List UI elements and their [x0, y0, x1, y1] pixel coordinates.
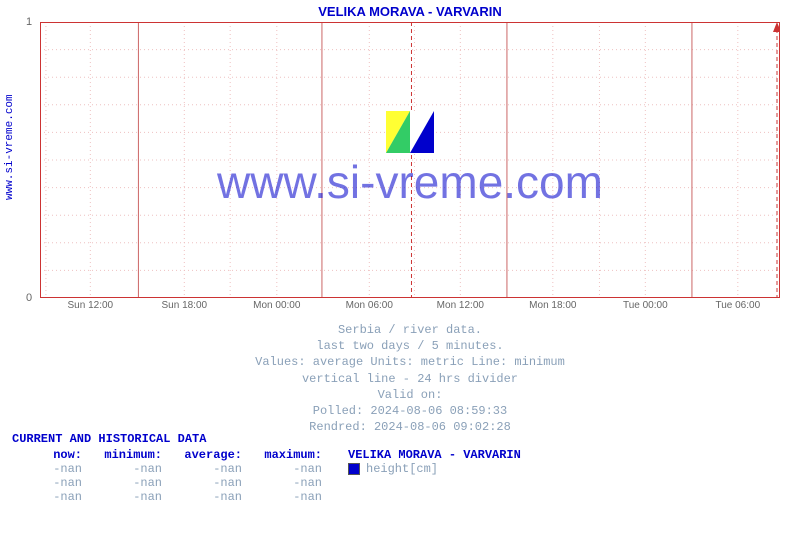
data-columns-row: now: minimum: average: maximum: VELIKA M… — [12, 448, 792, 462]
table-row: -nan-nan-nan-nan — [12, 476, 792, 490]
col-head: average: — [172, 448, 252, 462]
x-tick-label: Mon 06:00 — [346, 300, 393, 311]
caption-line: Serbia / river data. — [40, 322, 780, 338]
y-tick-0: 0 — [26, 292, 32, 542]
series-name: VELIKA MORAVA - VARVARIN — [348, 448, 529, 462]
table-cell: -nan — [12, 490, 92, 504]
chart-caption: Serbia / river data. last two days / 5 m… — [40, 322, 780, 435]
col-head: maximum: — [252, 448, 332, 462]
x-tick-label: Mon 00:00 — [253, 300, 300, 311]
col-head: minimum: — [92, 448, 172, 462]
table-row: -nan-nan-nan-nan — [12, 490, 792, 504]
table-cell: -nan — [252, 462, 332, 476]
table-cell: -nan — [12, 476, 92, 490]
x-axis-labels: Sun 12:00 Sun 18:00 Mon 00:00 Mon 06:00 Mon … — [40, 300, 780, 314]
table-cell: -nan — [12, 462, 92, 476]
data-block-header: CURRENT AND HISTORICAL DATA — [12, 432, 792, 446]
table-cell: -nan — [252, 490, 332, 504]
series-cell: height[cm] — [332, 462, 438, 476]
x-tick-label: Mon 12:00 — [437, 300, 484, 311]
x-tick-label: Tue 06:00 — [715, 300, 760, 311]
caption-line: last two days / 5 minutes. — [40, 338, 780, 354]
table-cell: -nan — [172, 462, 252, 476]
col-head: now: — [12, 448, 92, 462]
x-tick-label: Tue 00:00 — [623, 300, 668, 311]
table-cell: -nan — [92, 462, 172, 476]
table-cell: -nan — [172, 490, 252, 504]
x-tick-label: Sun 12:00 — [68, 300, 114, 311]
data-block: CURRENT AND HISTORICAL DATA now: minimum… — [12, 432, 792, 504]
chart-title: VELIKA MORAVA - VARVARIN — [40, 4, 780, 19]
caption-line: Valid on: — [40, 387, 780, 403]
caption-line: Polled: 2024-08-06 08:59:33 — [40, 403, 780, 419]
caption-line: vertical line - 24 hrs divider — [40, 371, 780, 387]
y-axis-site-label: www.si-vreme.com — [4, 94, 16, 200]
y-tick-1: 1 — [26, 16, 32, 28]
table-cell: -nan — [92, 476, 172, 490]
x-tick-label: Mon 18:00 — [529, 300, 576, 311]
table-row: -nan-nan-nan-nanheight[cm] — [12, 462, 792, 476]
x-tick-label: Sun 18:00 — [161, 300, 207, 311]
caption-line: Values: average Units: metric Line: mini… — [40, 354, 780, 370]
series-swatch — [348, 463, 360, 475]
table-cell: -nan — [252, 476, 332, 490]
chart-plot — [40, 22, 780, 298]
table-cell: -nan — [172, 476, 252, 490]
table-cell: -nan — [92, 490, 172, 504]
series-label: height[cm] — [366, 462, 438, 476]
series-legend: VELIKA MORAVA - VARVARIN — [332, 448, 529, 462]
